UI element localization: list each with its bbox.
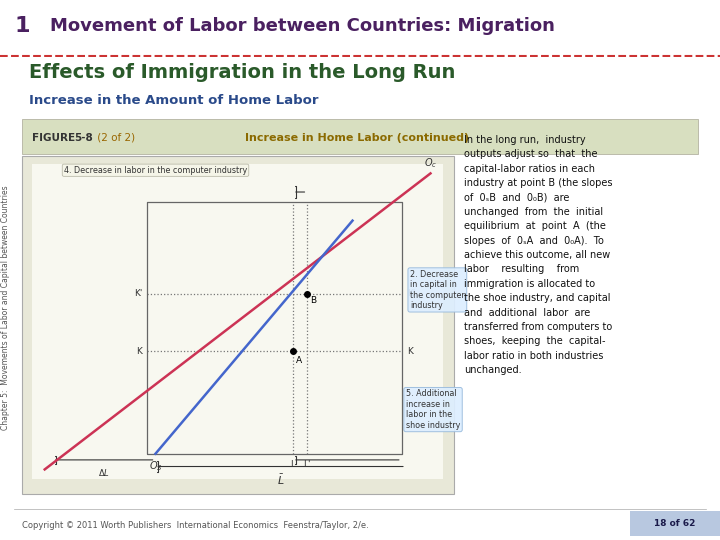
Text: $O_S$: $O_S$ <box>148 460 163 473</box>
Text: (2 of 2): (2 of 2) <box>94 132 135 143</box>
Text: FIGURE: FIGURE <box>32 132 79 143</box>
Text: 4. Decrease in labor in the computer industry: 4. Decrease in labor in the computer ind… <box>64 166 247 175</box>
Text: 18 of 62: 18 of 62 <box>654 519 696 528</box>
Text: K: K <box>136 347 143 356</box>
Text: B: B <box>310 295 316 305</box>
FancyBboxPatch shape <box>22 156 454 495</box>
Text: Increase in Home Labor (continued): Increase in Home Labor (continued) <box>245 132 469 143</box>
Text: Increase in the Amount of Home Labor: Increase in the Amount of Home Labor <box>29 94 318 107</box>
Text: 1: 1 <box>14 16 30 36</box>
Text: A: A <box>296 356 302 365</box>
Text: $O_c$: $O_c$ <box>424 156 437 170</box>
Text: Copyright © 2011 Worth Publishers  International Economics  Feenstra/Taylor, 2/e: Copyright © 2011 Worth Publishers Intern… <box>22 521 369 530</box>
Text: $\Delta L$: $\Delta L$ <box>98 467 110 477</box>
Text: 5. Additional
increase in
labor in the
shoe industry: 5. Additional increase in labor in the s… <box>406 389 460 430</box>
Text: L: L <box>290 460 295 469</box>
Text: K': K' <box>134 289 143 298</box>
FancyBboxPatch shape <box>630 510 720 536</box>
Text: $\bar{L}$: $\bar{L}$ <box>276 473 284 487</box>
Text: Effects of Immigration in the Long Run: Effects of Immigration in the Long Run <box>29 63 455 82</box>
Text: Movement of Labor between Countries: Migration: Movement of Labor between Countries: Mig… <box>50 17 555 35</box>
FancyBboxPatch shape <box>32 164 443 479</box>
Text: L': L' <box>304 460 311 469</box>
FancyBboxPatch shape <box>22 119 698 154</box>
Text: 2. Decrease
in capital in
the computer
industry: 2. Decrease in capital in the computer i… <box>410 270 464 310</box>
Text: K': K' <box>407 289 415 298</box>
Text: 5-8: 5-8 <box>74 132 93 143</box>
Text: In the long run,  industry
outputs adjust so  that  the
capital-labor ratios in : In the long run, industry outputs adjust… <box>464 135 613 375</box>
Text: K: K <box>407 347 413 356</box>
Text: Chapter 5:  Movements of Labor and Capital between Countries: Chapter 5: Movements of Labor and Capita… <box>1 185 10 430</box>
